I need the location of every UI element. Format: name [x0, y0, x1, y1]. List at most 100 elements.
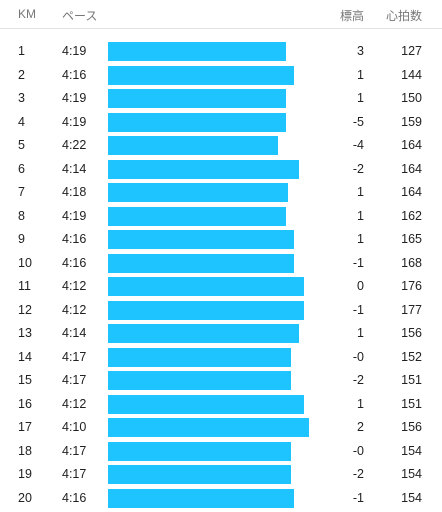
split-km: 6 [18, 161, 25, 176]
split-elevation: 1 [357, 326, 364, 340]
split-elevation: -0 [352, 349, 364, 364]
split-pace: 4:12 [62, 279, 87, 293]
pace-bar [108, 371, 291, 390]
split-km: 1 [18, 44, 25, 58]
split-pace: 4:16 [62, 490, 87, 505]
split-elevation: 1 [357, 91, 364, 105]
pace-bar [108, 324, 299, 343]
split-row: 17 4:10 2 156 [0, 416, 442, 440]
split-row: 12 4:12 -1 177 [0, 299, 442, 323]
split-heart-rate: 151 [401, 396, 422, 411]
split-row: 18 4:17 -0 154 [0, 440, 442, 464]
split-row: 1 4:19 3 127 [0, 40, 442, 64]
split-pace: 4:16 [62, 255, 87, 270]
split-pace: 4:14 [62, 161, 87, 176]
split-heart-rate: 164 [401, 185, 422, 199]
split-km: 17 [18, 420, 32, 434]
split-heart-rate: 176 [401, 279, 422, 293]
pace-bar [108, 394, 304, 414]
split-elevation: 1 [357, 208, 364, 223]
split-heart-rate: 154 [401, 467, 422, 481]
split-km: 5 [18, 138, 25, 152]
split-heart-rate: 127 [401, 44, 422, 58]
pace-bar [108, 136, 278, 155]
split-km: 7 [18, 185, 25, 199]
split-heart-rate: 164 [401, 138, 422, 152]
split-heart-rate: 156 [401, 326, 422, 340]
split-km: 13 [18, 326, 32, 340]
split-row: 16 4:12 1 151 [0, 393, 442, 417]
split-heart-rate: 152 [401, 349, 422, 364]
split-heart-rate: 154 [401, 490, 422, 505]
pace-bar [108, 89, 286, 108]
split-elevation: 1 [357, 67, 364, 82]
split-elevation: 1 [357, 232, 364, 246]
pace-bar [108, 418, 309, 437]
split-pace: 4:16 [62, 67, 87, 82]
split-pace: 4:19 [62, 208, 87, 223]
split-km: 18 [18, 443, 32, 458]
split-elevation: 3 [357, 44, 364, 58]
split-heart-rate: 159 [401, 114, 422, 129]
split-elevation: -2 [352, 467, 364, 481]
split-km: 9 [18, 232, 25, 246]
split-km: 19 [18, 467, 32, 481]
split-row: 2 4:16 1 144 [0, 64, 442, 88]
split-heart-rate: 162 [401, 208, 422, 223]
split-km: 20 [18, 490, 32, 505]
split-km: 16 [18, 396, 32, 411]
split-pace: 4:19 [62, 114, 87, 129]
pace-bar [108, 277, 304, 296]
split-pace: 4:19 [62, 91, 87, 105]
split-row: 19 4:17 -2 154 [0, 463, 442, 487]
split-row: 6 4:14 -2 164 [0, 158, 442, 182]
split-elevation: -2 [352, 161, 364, 176]
split-elevation: -1 [352, 302, 364, 317]
split-row: 7 4:18 1 164 [0, 181, 442, 205]
split-pace: 4:14 [62, 326, 87, 340]
pace-bar [108, 347, 291, 367]
split-row: 5 4:22 -4 164 [0, 134, 442, 158]
split-pace: 4:12 [62, 302, 87, 317]
pace-bar [108, 465, 291, 484]
split-pace: 4:17 [62, 467, 87, 481]
split-row: 8 4:19 1 162 [0, 205, 442, 229]
pace-bar [108, 230, 294, 249]
split-km: 10 [18, 255, 32, 270]
split-pace: 4:22 [62, 138, 87, 152]
split-heart-rate: 154 [401, 443, 422, 458]
pace-bar [108, 488, 294, 508]
split-elevation: -0 [352, 443, 364, 458]
split-pace: 4:10 [62, 420, 87, 434]
split-pace: 4:12 [62, 396, 87, 411]
split-elevation: 1 [357, 396, 364, 411]
split-row: 11 4:12 0 176 [0, 275, 442, 299]
split-km: 4 [18, 114, 25, 129]
split-km: 3 [18, 91, 25, 105]
pace-bar [108, 42, 286, 61]
split-heart-rate: 156 [401, 420, 422, 434]
split-km: 15 [18, 373, 32, 387]
split-row: 20 4:16 -1 154 [0, 487, 442, 511]
split-heart-rate: 144 [401, 67, 422, 82]
pace-bar [108, 65, 294, 85]
pace-bar [108, 183, 288, 202]
split-pace: 4:19 [62, 44, 87, 58]
km-column-header: KM [18, 7, 36, 21]
split-pace: 4:18 [62, 185, 87, 199]
split-pace: 4:17 [62, 443, 87, 458]
split-heart-rate: 168 [401, 255, 422, 270]
split-elevation: 0 [357, 279, 364, 293]
splits-header: KM ペース 標高 心拍数 [0, 0, 442, 29]
split-row: 4 4:19 -5 159 [0, 111, 442, 135]
split-pace: 4:16 [62, 232, 87, 246]
split-elevation: -1 [352, 490, 364, 505]
heart-rate-column-header: 心拍数 [385, 9, 422, 23]
split-pace: 4:17 [62, 373, 87, 387]
elevation-column-header: 標高 [339, 9, 364, 23]
split-elevation: 2 [357, 420, 364, 434]
split-row: 10 4:16 -1 168 [0, 252, 442, 276]
split-elevation: -4 [352, 138, 364, 152]
split-km: 11 [18, 279, 31, 293]
split-km: 12 [18, 302, 32, 317]
